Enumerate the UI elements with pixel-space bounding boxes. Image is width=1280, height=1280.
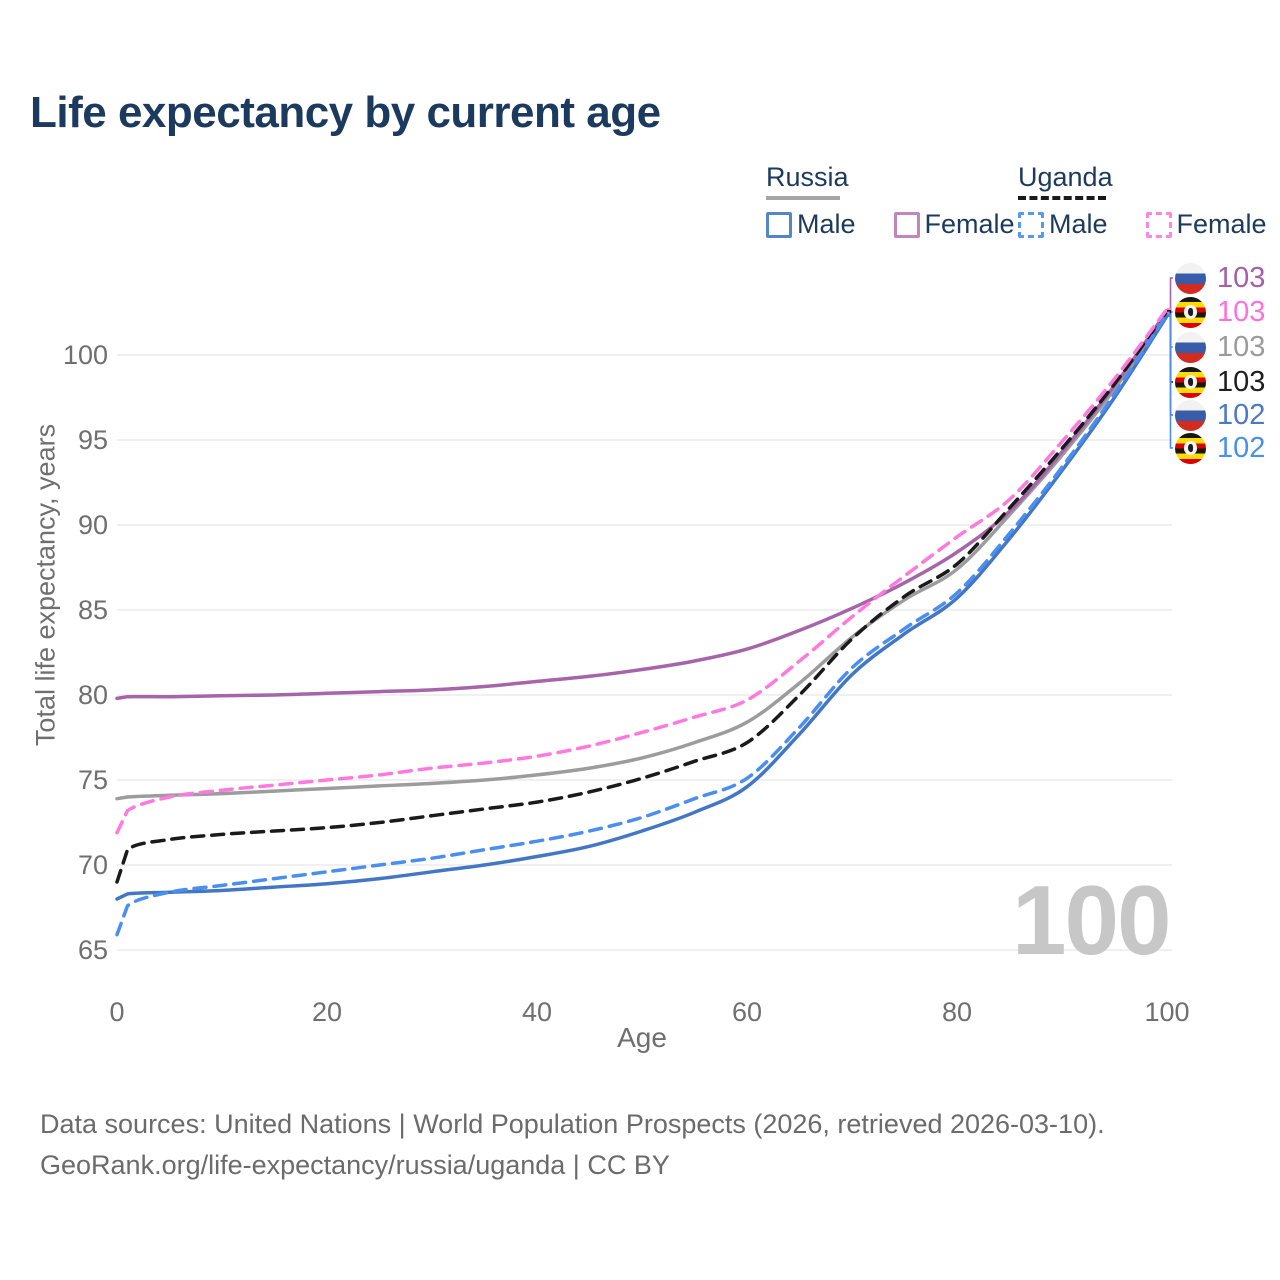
end-label-russia-both: 103 xyxy=(1175,331,1265,363)
end-label-uganda-female: 103 xyxy=(1175,296,1265,328)
line-uganda-both[interactable] xyxy=(115,309,1169,884)
end-label-russia-female: 103 xyxy=(1175,262,1265,294)
line-uganda-female[interactable] xyxy=(115,307,1169,835)
end-label-uganda-both: 103 xyxy=(1175,366,1265,398)
y-tick-label: 90 xyxy=(77,510,108,540)
legend-line-sample-uganda xyxy=(1018,196,1106,200)
y-tick-label: 70 xyxy=(77,850,108,880)
legend-country-uganda[interactable]: Uganda xyxy=(1018,162,1113,192)
end-value: 103 xyxy=(1217,295,1266,328)
y-tick-label: 85 xyxy=(77,595,108,625)
legend-swatch-uganda-female[interactable] xyxy=(1145,211,1172,238)
legend-label-uganda-male[interactable]: Male xyxy=(1049,209,1108,239)
end-value: 103 xyxy=(1217,261,1266,294)
x-tick-label: 20 xyxy=(311,997,343,1027)
russia-flag-icon xyxy=(1175,399,1206,431)
russia-flag-icon xyxy=(1175,331,1206,363)
legend-group-russia: Russia Male Female xyxy=(766,162,1053,240)
x-tick-label: 80 xyxy=(941,997,973,1027)
end-value: 103 xyxy=(1217,365,1266,398)
legend-group-uganda: Uganda Male Female xyxy=(1018,162,1280,240)
end-label-russia-male: 102 xyxy=(1175,399,1265,431)
age-counter-watermark: 100 xyxy=(1012,865,1172,975)
y-tick-label: 75 xyxy=(77,765,108,795)
end-value: 102 xyxy=(1217,431,1266,464)
end-label-connector-uganda-male xyxy=(1167,313,1175,449)
legend-country-russia[interactable]: Russia xyxy=(766,162,849,192)
legend-label-russia-male[interactable]: Male xyxy=(797,209,856,239)
legend-swatch-russia-male[interactable] xyxy=(766,211,792,238)
end-value: 103 xyxy=(1217,330,1266,363)
uganda-flag-icon xyxy=(1175,366,1206,398)
line-russia-female[interactable] xyxy=(115,309,1169,701)
page-title: Life expectancy by current age xyxy=(30,88,661,137)
y-tick-label: 100 xyxy=(62,340,108,370)
russia-flag-icon xyxy=(1175,262,1206,294)
legend-line-sample-russia xyxy=(766,196,840,200)
end-label-connector-russia-female xyxy=(1167,277,1175,312)
data-sources-line: Data sources: United Nations | World Pop… xyxy=(40,1109,1105,1139)
source-attribution: Data sources: United Nations | World Pop… xyxy=(40,1104,1105,1186)
x-tick-label: 60 xyxy=(731,997,763,1027)
y-tick-label: 95 xyxy=(77,425,108,455)
x-tick-label: 0 xyxy=(109,997,125,1027)
y-axis-title: Total life expectancy, years xyxy=(30,423,61,747)
legend-swatch-russia-female[interactable] xyxy=(893,211,920,238)
x-axis-title: Age xyxy=(617,1022,667,1053)
license-line: GeoRank.org/life-expectancy/russia/ugand… xyxy=(40,1150,670,1180)
line-uganda-male[interactable] xyxy=(115,312,1169,937)
legend-label-uganda-female[interactable]: Female xyxy=(1176,209,1267,239)
end-value: 102 xyxy=(1217,398,1266,431)
y-tick-label: 65 xyxy=(77,935,108,965)
y-tick-label: 80 xyxy=(77,680,108,710)
line-russia-male[interactable] xyxy=(115,314,1169,901)
x-tick-label: 40 xyxy=(521,997,553,1027)
legend-label-russia-female[interactable]: Female xyxy=(924,209,1015,239)
line-russia-both[interactable] xyxy=(115,310,1169,801)
uganda-flag-icon xyxy=(1175,296,1206,328)
x-tick-label: 100 xyxy=(1144,997,1190,1027)
legend-swatch-uganda-male[interactable] xyxy=(1018,211,1044,238)
uganda-flag-icon xyxy=(1175,432,1206,464)
end-label-uganda-male: 102 xyxy=(1175,432,1265,464)
